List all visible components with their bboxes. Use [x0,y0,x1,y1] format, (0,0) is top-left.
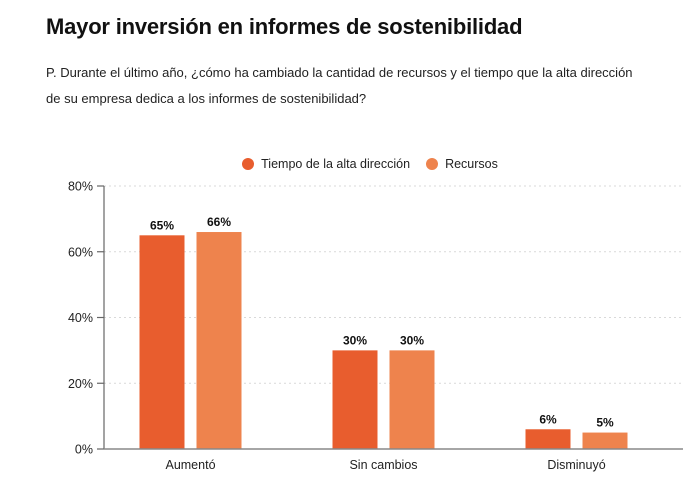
legend-item-recursos: Recursos [426,157,498,171]
chart-question: P. Durante el último año, ¿cómo ha cambi… [46,65,633,106]
legend-label-recursos: Recursos [445,157,498,171]
legend-swatch-recursos [426,158,439,170]
bar [332,350,378,449]
legend-label-tiempo: Tiempo de la alta dirección [261,157,411,171]
x-tick-label: Disminuyó [547,458,605,472]
x-tick-label: Aumentó [165,458,215,472]
bar [139,235,185,449]
chart-title: Mayor inversión en informes de sostenibi… [46,14,523,39]
y-tick-label: 0% [75,443,93,457]
bar [196,232,242,449]
x-tick-label: Sin cambios [349,458,417,472]
y-tick-label: 20% [68,377,93,391]
data-label: 6% [539,412,557,426]
data-label: 30% [400,333,424,347]
data-label: 30% [343,333,367,347]
y-tick-label: 40% [68,311,93,325]
bar [525,429,571,449]
y-tick-label: 80% [68,180,93,194]
data-label: 66% [207,215,231,229]
legend: Tiempo de la alta dirección Recursos [0,157,700,171]
data-label: 65% [150,218,174,232]
legend-swatch-tiempo [242,158,255,170]
bar [389,350,435,449]
data-label: 5% [596,416,614,430]
legend-item-tiempo: Tiempo de la alta dirección [242,157,410,171]
y-tick-label: 60% [68,245,93,259]
bar [582,432,628,449]
